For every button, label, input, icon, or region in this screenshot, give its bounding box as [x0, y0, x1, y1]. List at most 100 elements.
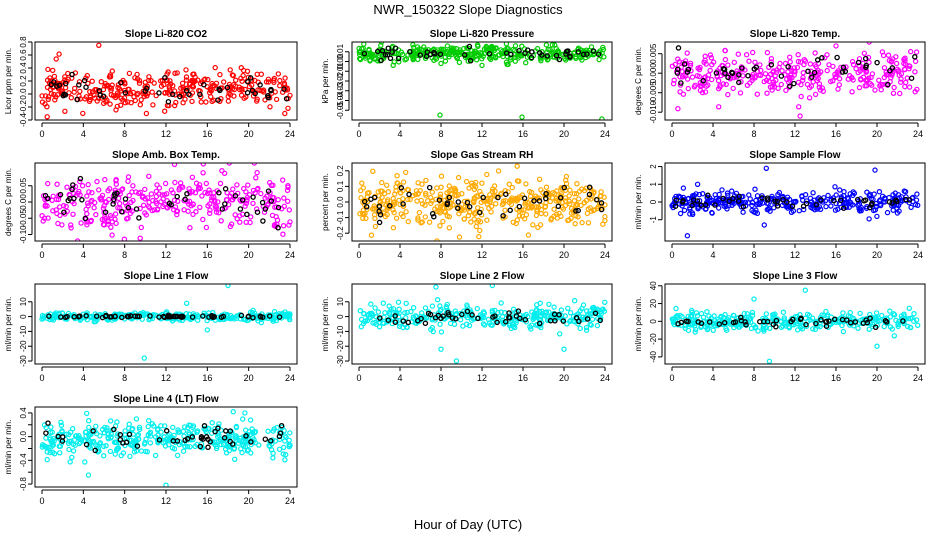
highlight-point	[265, 94, 271, 101]
data-point	[121, 95, 128, 101]
highlight-point	[480, 194, 486, 201]
data-point	[239, 78, 245, 84]
data-point	[230, 186, 236, 192]
highlight-point	[244, 211, 250, 218]
data-point	[528, 326, 534, 332]
data-point	[75, 435, 82, 441]
data-point	[778, 324, 785, 330]
x-tick-label: 4	[710, 250, 715, 260]
outlier-point	[874, 343, 880, 349]
y-tick-label: 0	[19, 314, 28, 319]
data-point	[833, 192, 839, 198]
data-point	[130, 183, 136, 189]
highlight-point	[543, 195, 549, 202]
highlight-point	[516, 47, 522, 54]
highlight-point	[561, 184, 567, 191]
highlight-point	[764, 195, 771, 201]
outlier-point	[85, 472, 92, 478]
data-point	[902, 61, 909, 68]
data-point	[166, 91, 173, 97]
highlight-point	[254, 209, 261, 215]
y-tick-label: 0.2	[19, 75, 28, 87]
data-point	[697, 64, 703, 71]
data-point	[249, 309, 256, 316]
data-point	[218, 441, 224, 448]
data-point	[861, 50, 868, 57]
x-tick-label: 16	[831, 129, 841, 139]
plot-frame	[664, 283, 926, 365]
highlight-point	[387, 203, 393, 209]
data-point	[423, 192, 429, 198]
data-point	[584, 210, 591, 217]
highlight-point	[740, 204, 747, 210]
highlight-point	[818, 197, 824, 203]
data-point	[813, 63, 819, 70]
data-point	[581, 187, 588, 194]
data-point	[884, 209, 891, 216]
data-point	[823, 203, 829, 210]
data-point	[557, 314, 563, 320]
data-point	[216, 421, 222, 427]
data-point	[170, 424, 176, 431]
data-point	[76, 433, 82, 439]
data-point	[438, 329, 445, 335]
highlight-point	[110, 201, 116, 207]
data-point	[512, 58, 519, 64]
highlight-point	[791, 80, 797, 87]
data-point	[875, 317, 881, 324]
data-point	[44, 456, 50, 463]
chart-panel-3: Slope Li-820 Temp.0 4 8 12 16 20 24-0.010-0.00…	[634, 29, 926, 139]
data-point	[887, 314, 894, 320]
highlight-point	[726, 198, 732, 204]
data-point	[474, 305, 480, 312]
data-point	[105, 434, 111, 441]
data-point	[108, 224, 114, 230]
data-point	[283, 312, 290, 319]
data-point	[140, 311, 147, 317]
y-tick-label: -0.1	[336, 210, 345, 224]
highlight-point	[908, 75, 915, 81]
data-point	[216, 209, 222, 216]
highlight-point	[716, 321, 723, 327]
chart-title: Slope Li-820 Temp.	[750, 29, 841, 40]
data-point	[687, 211, 693, 217]
data-point	[281, 444, 287, 451]
highlight-point	[586, 184, 593, 190]
highlight-point	[759, 195, 765, 201]
data-point	[800, 322, 807, 328]
data-point	[871, 191, 877, 197]
data-point	[673, 305, 679, 312]
data-point	[762, 71, 769, 77]
data-point	[444, 190, 450, 196]
data-point	[64, 184, 70, 190]
data-point	[52, 97, 58, 103]
data-point	[783, 87, 789, 94]
x-tick-label: 8	[751, 373, 756, 383]
data-point	[97, 433, 103, 439]
data-point	[113, 107, 119, 113]
data-point	[896, 208, 902, 214]
highlight-point	[678, 80, 684, 86]
data-point	[133, 416, 140, 422]
y-tick-label: -30	[19, 355, 28, 367]
data-point	[909, 315, 915, 321]
data-point	[489, 47, 495, 53]
data-point	[261, 209, 268, 215]
data-point	[866, 216, 872, 222]
data-point	[100, 443, 107, 450]
highlight-point	[720, 195, 726, 202]
data-point	[819, 85, 826, 91]
chart-title: Slope Gas Stream RH	[431, 150, 534, 161]
data-point	[856, 84, 863, 91]
data-point	[901, 311, 907, 317]
data-point	[160, 196, 166, 202]
data-point	[114, 93, 120, 99]
data-point	[498, 47, 504, 53]
data-point	[82, 459, 88, 465]
y-tick-label: -0.4	[19, 453, 28, 467]
outlier-point	[433, 284, 439, 290]
data-point	[414, 198, 420, 204]
data-point	[53, 310, 59, 316]
data-point	[716, 104, 722, 110]
